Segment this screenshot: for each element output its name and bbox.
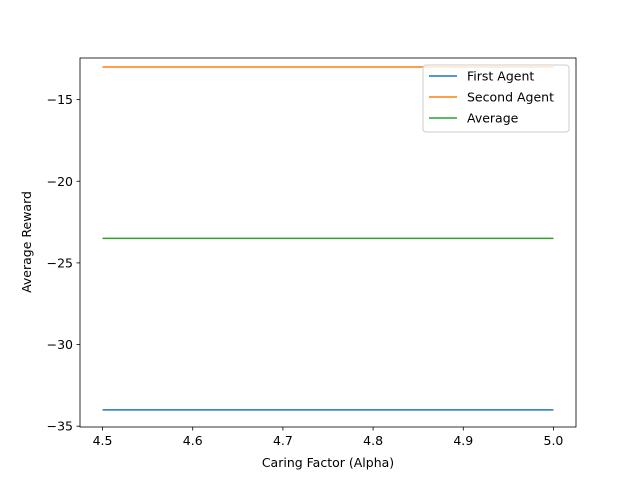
- x-tick-label: 4.6: [183, 433, 203, 448]
- x-tick-label: 4.8: [363, 433, 383, 448]
- y-tick-label: −15: [47, 92, 73, 107]
- legend-label-3: Average: [467, 111, 519, 126]
- x-axis-label: Caring Factor (Alpha): [262, 455, 394, 470]
- y-axis-label: Average Reward: [19, 191, 34, 293]
- x-tick-label: 4.9: [453, 433, 473, 448]
- y-tick-label: −25: [47, 255, 73, 270]
- plot-frame: [79, 57, 577, 428]
- x-tick-label: 4.7: [273, 433, 293, 448]
- y-tick-label: −30: [47, 337, 73, 352]
- legend-label-1: First Agent: [467, 69, 534, 84]
- y-tick-label: −35: [47, 419, 73, 434]
- legend-label-2: Second Agent: [467, 90, 554, 105]
- legend-box: [422, 64, 570, 133]
- x-tick-label: 5.0: [544, 433, 564, 448]
- y-tick-label: −20: [47, 174, 73, 189]
- x-tick-label: 4.5: [93, 433, 113, 448]
